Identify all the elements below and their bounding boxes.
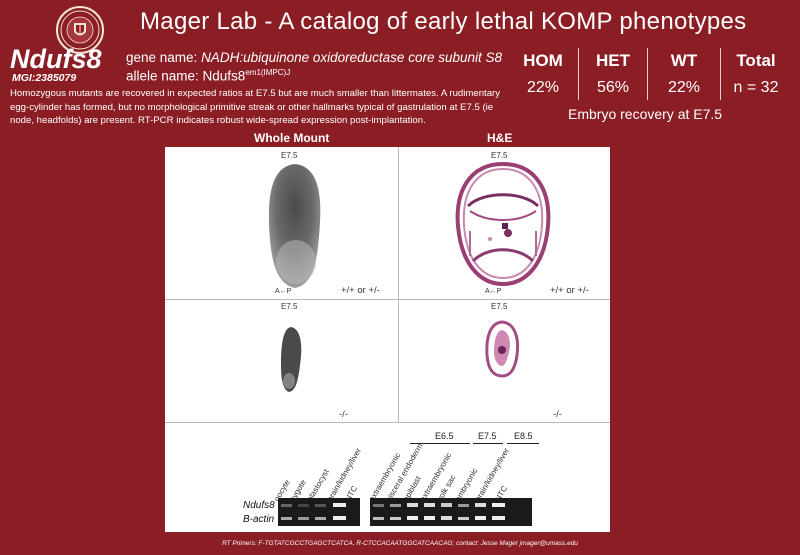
het-value: 56% — [596, 79, 630, 96]
stat-het: HET 56% — [588, 51, 638, 97]
genotype-label: +/+ or +/- — [341, 285, 380, 296]
whole-mount-header: Whole Mount — [254, 131, 330, 145]
wt-value: 22% — [667, 79, 701, 96]
wt-label: WT — [670, 51, 698, 70]
hom-label: HOM — [523, 51, 563, 70]
allele-name-line: allele name: Ndufs8em1(IMPC)J — [126, 68, 290, 84]
stat-hom: HOM 22% — [518, 51, 568, 97]
stage-label: E7.5 — [491, 302, 508, 311]
he-header: H&E — [487, 131, 513, 145]
stat-divider — [647, 48, 648, 100]
allele-superscript: em1(IMPC)J — [245, 68, 291, 77]
ap-axis-label: A←P — [275, 288, 292, 295]
phenotype-description: Homozygous mutants are recovered in expe… — [10, 88, 501, 126]
university-seal — [56, 6, 104, 54]
figure-panel: E7.5 A←P +/+ or +/- E7.5 A←P +/+ or +/- … — [165, 147, 610, 532]
rt-pcr-gel-image — [278, 498, 532, 526]
stage-group-bar — [507, 443, 539, 444]
total-value: n = 32 — [733, 79, 779, 96]
divider — [398, 147, 399, 422]
stage-label: E7.5 — [281, 302, 298, 311]
genotype-label: +/+ or +/- — [550, 285, 589, 296]
ap-axis-label: A←P — [485, 288, 502, 295]
stat-total: Total n = 32 — [724, 51, 788, 97]
mutant-he-section-image — [485, 320, 520, 378]
gene-name-label: gene name: — [126, 50, 202, 65]
gel-row-label: B-actin — [243, 514, 275, 525]
total-label: Total — [736, 51, 776, 70]
mutant-whole-mount-image — [281, 327, 302, 392]
het-label: HET — [596, 51, 630, 70]
stage-group-bar — [410, 443, 470, 444]
stat-divider — [578, 48, 579, 100]
genotype-label: -/- — [553, 409, 562, 420]
divider — [165, 422, 610, 423]
gene-name-line: gene name: NADH:ubiquinone oxidoreductas… — [126, 50, 502, 65]
stage-label: E7.5 — [281, 151, 298, 160]
genotype-label: -/- — [339, 409, 348, 420]
embryo-whole-mount-image — [268, 164, 321, 288]
stage-group-label: E6.5 — [435, 431, 454, 441]
stage-group-label: E8.5 — [514, 431, 533, 441]
gene-symbol: Ndufs8 — [10, 44, 102, 74]
stat-divider — [720, 48, 721, 100]
stage-group-label: E7.5 — [478, 431, 497, 441]
recovery-caption: Embryo recovery at E7.5 — [568, 106, 723, 122]
stage-group-bar — [473, 443, 503, 444]
hom-value: 22% — [526, 79, 560, 96]
gel-row-label: Ndufs8 — [243, 500, 275, 511]
stage-label: E7.5 — [491, 151, 508, 160]
footer-primers: RT Primers: F-TGTATCGCCTGAGCTCATCA, R-CT… — [222, 540, 578, 547]
allele-label: allele name: Ndufs8 — [126, 68, 246, 84]
page-title: Mager Lab - A catalog of early lethal KO… — [140, 8, 747, 35]
gene-name-value: NADH:ubiquinone oxidoreductase core subu… — [201, 50, 502, 65]
stat-wt: WT 22% — [657, 51, 711, 97]
divider — [165, 299, 610, 300]
mgi-id: MGI:2385079 — [12, 72, 77, 84]
embryo-he-section-image — [455, 161, 551, 287]
